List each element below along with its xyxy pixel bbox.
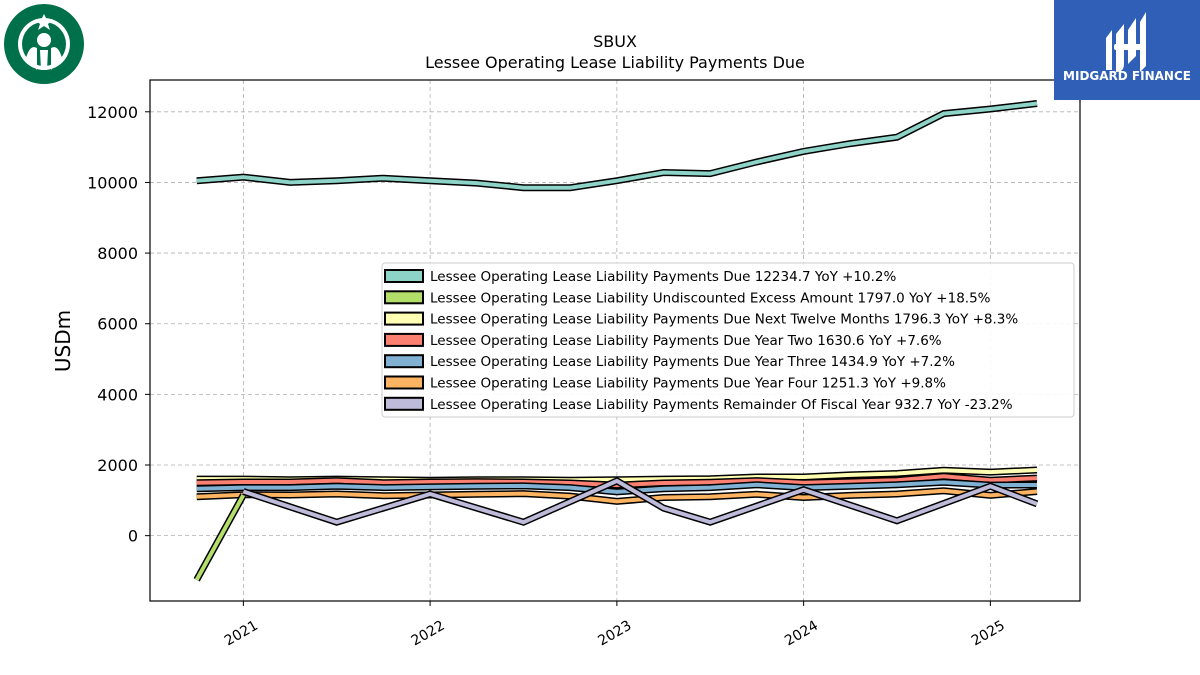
legend-swatch: [384, 332, 424, 347]
chart-title: Lessee Operating Lease Liability Payment…: [425, 53, 805, 72]
legend-swatch: [384, 396, 424, 411]
series-line-0: [196, 100, 1038, 192]
x-tick-label: 2022: [409, 618, 448, 650]
series-path: [194, 494, 246, 581]
midgard-finance-logo-mark: MIDGARD FINANCE: [1054, 0, 1200, 100]
y-tick-label: 0: [128, 527, 138, 546]
series-lines: [193, 100, 1039, 582]
x-tick-label: 2021: [222, 618, 261, 650]
legend-label: Lessee Operating Lease Liability Payment…: [430, 312, 1018, 328]
series-line-6: [242, 476, 1039, 526]
legend-entry: Lessee Operating Lease Liability Payment…: [384, 375, 946, 392]
series-path: [196, 480, 1038, 494]
legend-entry: Lessee Operating Lease Liability Payment…: [384, 311, 1018, 328]
series-line-4: [196, 478, 1038, 496]
series-path: [196, 488, 1038, 504]
legend-swatch: [384, 290, 424, 305]
legend-label: Lessee Operating Lease Liability Payment…: [430, 333, 942, 349]
y-tick-label: 4000: [97, 385, 138, 404]
series-line-1: [193, 493, 247, 582]
chart-ticker: SBUX: [593, 32, 637, 51]
y-tick-label: 2000: [97, 456, 138, 475]
legend: Lessee Operating Lease Liability Payment…: [381, 262, 1075, 418]
legend-entry: Lessee Operating Lease Liability Undisco…: [384, 290, 991, 306]
series-line-5: [196, 487, 1038, 505]
legend-label: Lessee Operating Lease Liability Payment…: [430, 354, 955, 370]
starbucks-siren-logo: [4, 4, 84, 84]
y-tick-label: 8000: [97, 244, 138, 263]
series-line-3: [196, 472, 1038, 489]
x-tick-label: 2025: [969, 618, 1008, 650]
series-path: [242, 478, 1038, 525]
legend-swatch: [384, 311, 424, 326]
legend-swatch: [384, 375, 424, 390]
y-tick-label: 10000: [87, 173, 138, 192]
legend-label: Lessee Operating Lease Liability Payment…: [430, 269, 896, 285]
y-axis-label: USDm: [51, 310, 75, 372]
legend-box: [381, 262, 1075, 418]
legend-swatch: [384, 354, 424, 369]
series-path: [196, 474, 1038, 488]
y-tick-label: 6000: [97, 315, 138, 334]
y-tick-label: 12000: [87, 103, 138, 122]
x-tick-label: 2024: [782, 618, 821, 650]
x-tick-label: 2023: [595, 618, 634, 650]
legend-label: Lessee Operating Lease Liability Payment…: [430, 397, 1013, 413]
legend-swatch: [384, 269, 424, 283]
plot-frame: [149, 79, 1081, 602]
legend-entry: Lessee Operating Lease Liability Payment…: [384, 396, 1013, 413]
legend-label: Lessee Operating Lease Liability Payment…: [430, 376, 946, 392]
midgard-mark-icon: [1106, 12, 1146, 72]
series-path: [196, 101, 1038, 190]
legend-label: Lessee Operating Lease Liability Undisco…: [430, 290, 991, 306]
legend-entry: Lessee Operating Lease Liability Payment…: [384, 354, 955, 370]
legend-entry: Lessee Operating Lease Liability Payment…: [384, 332, 942, 349]
midgard-finance-wordmark: MIDGARD FINANCE: [1063, 69, 1191, 83]
axes: 0 2000 4000 6000 8000 10000 12000 2021 2022 2023 2…: [87, 103, 1008, 650]
legend-entry: Lessee Operating Lease Liability Payment…: [384, 269, 896, 285]
midgard-finance-logo: MIDGARD FINANCE: [1054, 0, 1200, 100]
